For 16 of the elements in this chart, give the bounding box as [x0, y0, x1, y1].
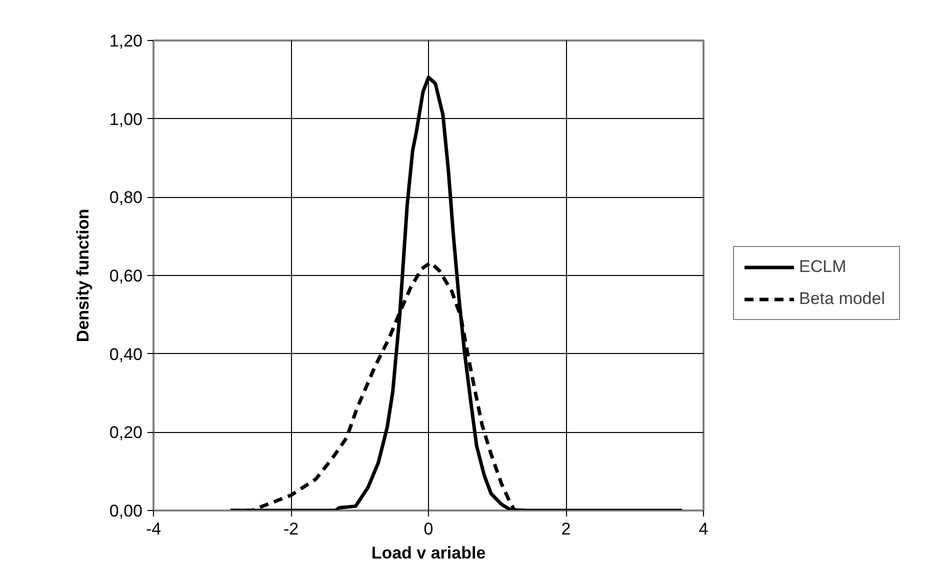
x-axis-title: Load v ariable [371, 544, 486, 562]
legend-label: Beta model [799, 289, 886, 309]
y-axis-title: Density function [73, 208, 92, 342]
x-tick-label: 4 [698, 520, 708, 538]
x-tick-label: -2 [283, 520, 299, 538]
y-tick-label: 0,60 [109, 266, 143, 286]
y-tick-label: 0,80 [109, 188, 143, 208]
y-tick-label: 1,00 [109, 110, 143, 129]
x-tick-label: 2 [561, 520, 571, 538]
y-tick-label: 1,20 [109, 32, 143, 50]
y-tick-label: 0,40 [109, 344, 143, 364]
x-tick-label: 0 [424, 520, 434, 538]
y-tick-label: 0,20 [109, 423, 143, 442]
y-tick-label: 0,00 [109, 502, 143, 520]
legend-label: ECLM [799, 257, 848, 277]
x-tick-label: -4 [146, 520, 162, 538]
